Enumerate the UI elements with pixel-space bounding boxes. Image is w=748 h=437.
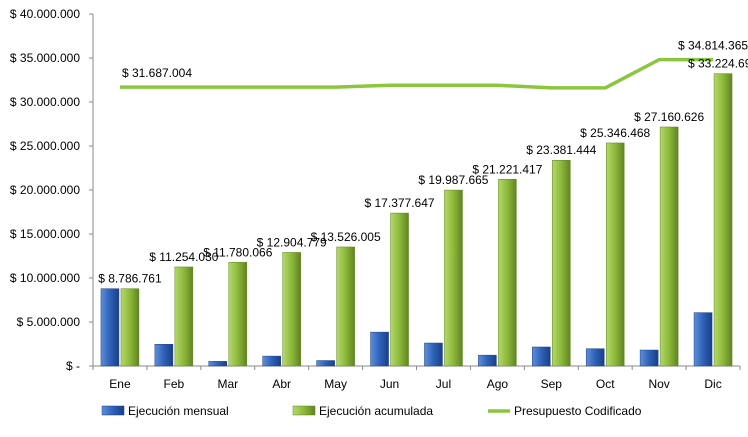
bar-ejecucion-mensual <box>316 360 335 367</box>
legend: Ejecución mensual Ejecución acumulada Pres… <box>101 404 642 418</box>
bar-ejecucion-mensual <box>693 312 713 367</box>
data-label-acumulada: $ 23.381.444 <box>526 143 596 157</box>
x-tick-label: Jun <box>380 377 399 391</box>
x-tick-label: Mar <box>217 377 238 391</box>
data-label-acumulada: $ 8.786.761 <box>98 272 162 286</box>
data-label-acumulada: $ 13.526.005 <box>311 230 381 244</box>
bar-ejecucion-acumulada <box>552 159 571 367</box>
bar-ejecucion-mensual <box>262 355 281 367</box>
y-tick-label: $ 40.000.000 <box>10 7 80 21</box>
data-labels: $ 8.786.761 $ 11.254.030$ 11.780.066$ 12.… <box>98 39 748 286</box>
bar-ejecucion-mensual <box>532 346 551 367</box>
bar-ejecucion-mensual <box>370 331 389 367</box>
x-tick-label: May <box>324 377 347 391</box>
legend-presupuesto-codificado: Presupuesto Codificado <box>488 404 642 418</box>
data-label-presupuesto: $ 34.814.365 <box>678 39 748 53</box>
bar-ejecucion-acumulada <box>120 288 140 367</box>
legend-label: Presupuesto Codificado <box>514 404 642 418</box>
line-presupuesto-codificado <box>119 57 714 90</box>
bar-ejecucion-acumulada <box>498 179 517 367</box>
bar-ejecucion-acumulada <box>282 252 301 367</box>
bar-ejecucion-acumulada <box>659 126 679 367</box>
bar-ejecucion-acumulada <box>713 73 733 367</box>
budget-line <box>119 57 714 90</box>
bar-ejecucion-acumulada <box>444 189 463 367</box>
x-tick-label: Nov <box>648 377 669 391</box>
legend-swatch <box>292 405 316 416</box>
bar-ejecucion-acumulada <box>336 246 355 367</box>
y-tick-label: $ 35.000.000 <box>10 51 80 65</box>
data-label-acumulada: $ 27.160.626 <box>634 110 704 124</box>
legend-label: Ejecución mensual <box>128 404 229 418</box>
bar-ejecucion-acumulada <box>605 142 625 367</box>
bar-ejecucion-mensual <box>424 342 443 367</box>
data-label-acumulada: $ 17.377.647 <box>365 196 435 210</box>
y-tick-label: $ 30.000.000 <box>10 95 80 109</box>
bar-ejecucion-mensual <box>585 348 605 367</box>
x-tick-label: Dic <box>704 377 721 391</box>
data-label-acumulada: $ 21.221.417 <box>472 162 542 176</box>
bar-ejecucion-mensual <box>100 288 120 367</box>
y-tick-label: $ 20.000.000 <box>10 183 80 197</box>
data-label-acumulada: $ 12.904.779 <box>257 235 327 249</box>
x-tick-label: Jul <box>436 377 451 391</box>
bar-ejecucion-acumulada <box>174 266 194 367</box>
data-label-acumulada: $ 11.254.030 <box>149 250 219 264</box>
bar-ejecucion-acumulada <box>228 262 248 367</box>
legend-swatch <box>101 405 125 416</box>
data-label-acumulada: $ 33.224.699 <box>688 57 748 71</box>
y-tick-label: $ 5.000.000 <box>17 315 81 329</box>
y-tick-label: $ 10.000.000 <box>10 271 80 285</box>
x-tick-label: Ene <box>109 377 131 391</box>
bar-ejecucion-acumulada <box>390 212 409 367</box>
y-axis: $ - $ 5.000.000 $ 10.000.000 $ 15.000.000 $ … <box>10 7 94 373</box>
data-label-presupuesto: $ 31.687.004 <box>122 66 192 80</box>
bar-ejecucion-mensual <box>639 349 659 367</box>
legend-label: Ejecución acumulada <box>319 404 433 418</box>
data-label-acumulada: $ 11.780.066 <box>203 245 273 259</box>
legend-ejecucion-acumulada: Ejecución acumulada <box>292 404 433 418</box>
x-axis: Ene Feb Mar Abr May Jun Jul Ago Sep Oct Nov Dic <box>92 365 741 391</box>
bars <box>100 73 733 367</box>
bar-ejecucion-mensual <box>154 344 174 367</box>
data-label-acumulada: $ 19.987.665 <box>418 173 488 187</box>
x-tick-label: Ago <box>487 377 509 391</box>
bar-ejecucion-mensual <box>478 354 497 367</box>
data-label-acumulada: $ 25.346.468 <box>580 126 650 140</box>
y-tick-label: $ 15.000.000 <box>10 227 80 241</box>
legend-ejecucion-mensual: Ejecución mensual <box>101 404 229 418</box>
x-tick-label: Sep <box>541 377 563 391</box>
bar-ejecucion-mensual <box>208 361 228 367</box>
x-tick-label: Oct <box>596 377 615 391</box>
x-tick-label: Feb <box>164 377 185 391</box>
y-tick-label: $ - <box>66 359 80 373</box>
x-tick-label: Abr <box>272 377 291 391</box>
y-tick-label: $ 25.000.000 <box>10 139 80 153</box>
